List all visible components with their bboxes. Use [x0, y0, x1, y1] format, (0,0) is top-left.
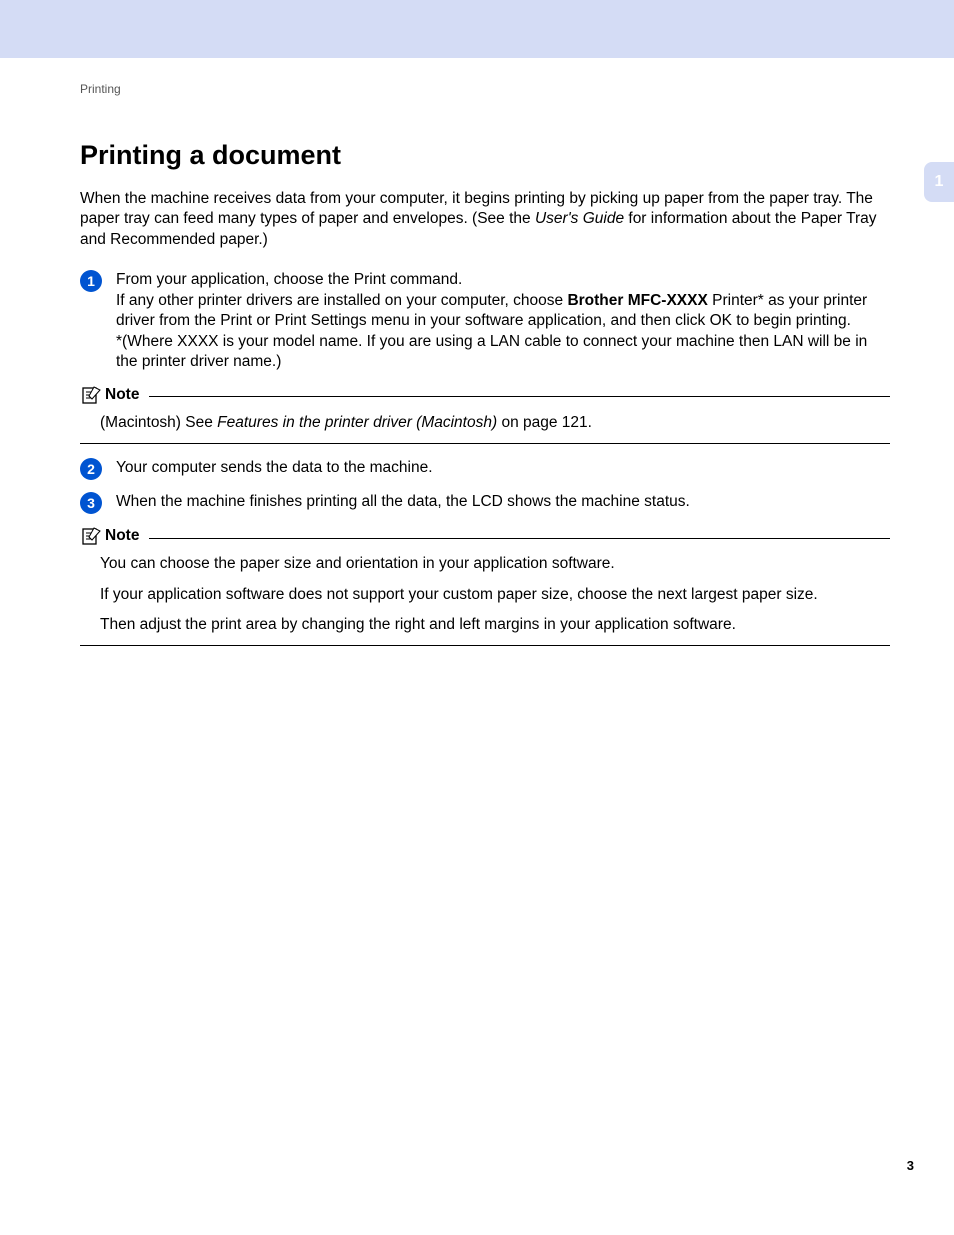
step-bullet-3: 3	[80, 492, 102, 514]
note-body-1: (Macintosh) See Features in the printer …	[80, 405, 890, 443]
chapter-tab-label: 1	[935, 173, 944, 191]
step-1-line2-pre: If any other printer drivers are install…	[116, 292, 567, 309]
step-2: 2 Your computer sends the data to the ma…	[80, 458, 890, 480]
note-header-1: Note	[80, 385, 890, 405]
chapter-tab: 1	[924, 162, 954, 202]
header-bar	[0, 0, 954, 58]
note-icon	[80, 385, 102, 405]
note-end-rule-1	[80, 443, 890, 444]
note1-post: on page 121.	[497, 414, 592, 431]
page-content: Printing Printing a document When the ma…	[80, 82, 890, 660]
note2-p3: Then adjust the print area by changing t…	[100, 615, 890, 635]
note2-p1: You can choose the paper size and orient…	[100, 554, 890, 574]
step-2-text: Your computer sends the data to the mach…	[116, 458, 890, 478]
intro-italic: User's Guide	[535, 210, 624, 227]
note-header-2: Note	[80, 526, 890, 546]
note-block-2: Note You can choose the paper size and o…	[80, 526, 890, 646]
step-bullet-2: 2	[80, 458, 102, 480]
note1-italic: Features in the printer driver (Macintos…	[217, 414, 497, 431]
step-1: 1 From your application, choose the Prin…	[80, 270, 890, 372]
step-1-line2-bold: Brother MFC-XXXX	[567, 292, 707, 309]
step-1-line1: From your application, choose the Print …	[116, 271, 462, 288]
note-label-2: Note	[105, 527, 139, 545]
step-bullet-1: 1	[80, 270, 102, 292]
step-3-text: When the machine finishes printing all t…	[116, 492, 890, 512]
note-label-1: Note	[105, 386, 139, 404]
note-end-rule-2	[80, 645, 890, 646]
intro-paragraph: When the machine receives data from your…	[80, 189, 890, 250]
page-title: Printing a document	[80, 140, 890, 171]
note-icon	[80, 526, 102, 546]
note1-pre: (Macintosh) See	[100, 414, 217, 431]
step-1-line3: *(Where XXXX is your model name. If you …	[116, 333, 867, 370]
step-3: 3 When the machine finishes printing all…	[80, 492, 890, 514]
note-rule-1	[149, 396, 890, 397]
note-body-2: You can choose the paper size and orient…	[80, 546, 890, 645]
note2-p2: If your application software does not su…	[100, 585, 890, 605]
page-number: 3	[907, 1158, 914, 1173]
step-1-text: From your application, choose the Print …	[116, 270, 890, 372]
note-block-1: Note (Macintosh) See Features in the pri…	[80, 385, 890, 444]
breadcrumb: Printing	[80, 82, 890, 96]
note-rule-2	[149, 538, 890, 539]
